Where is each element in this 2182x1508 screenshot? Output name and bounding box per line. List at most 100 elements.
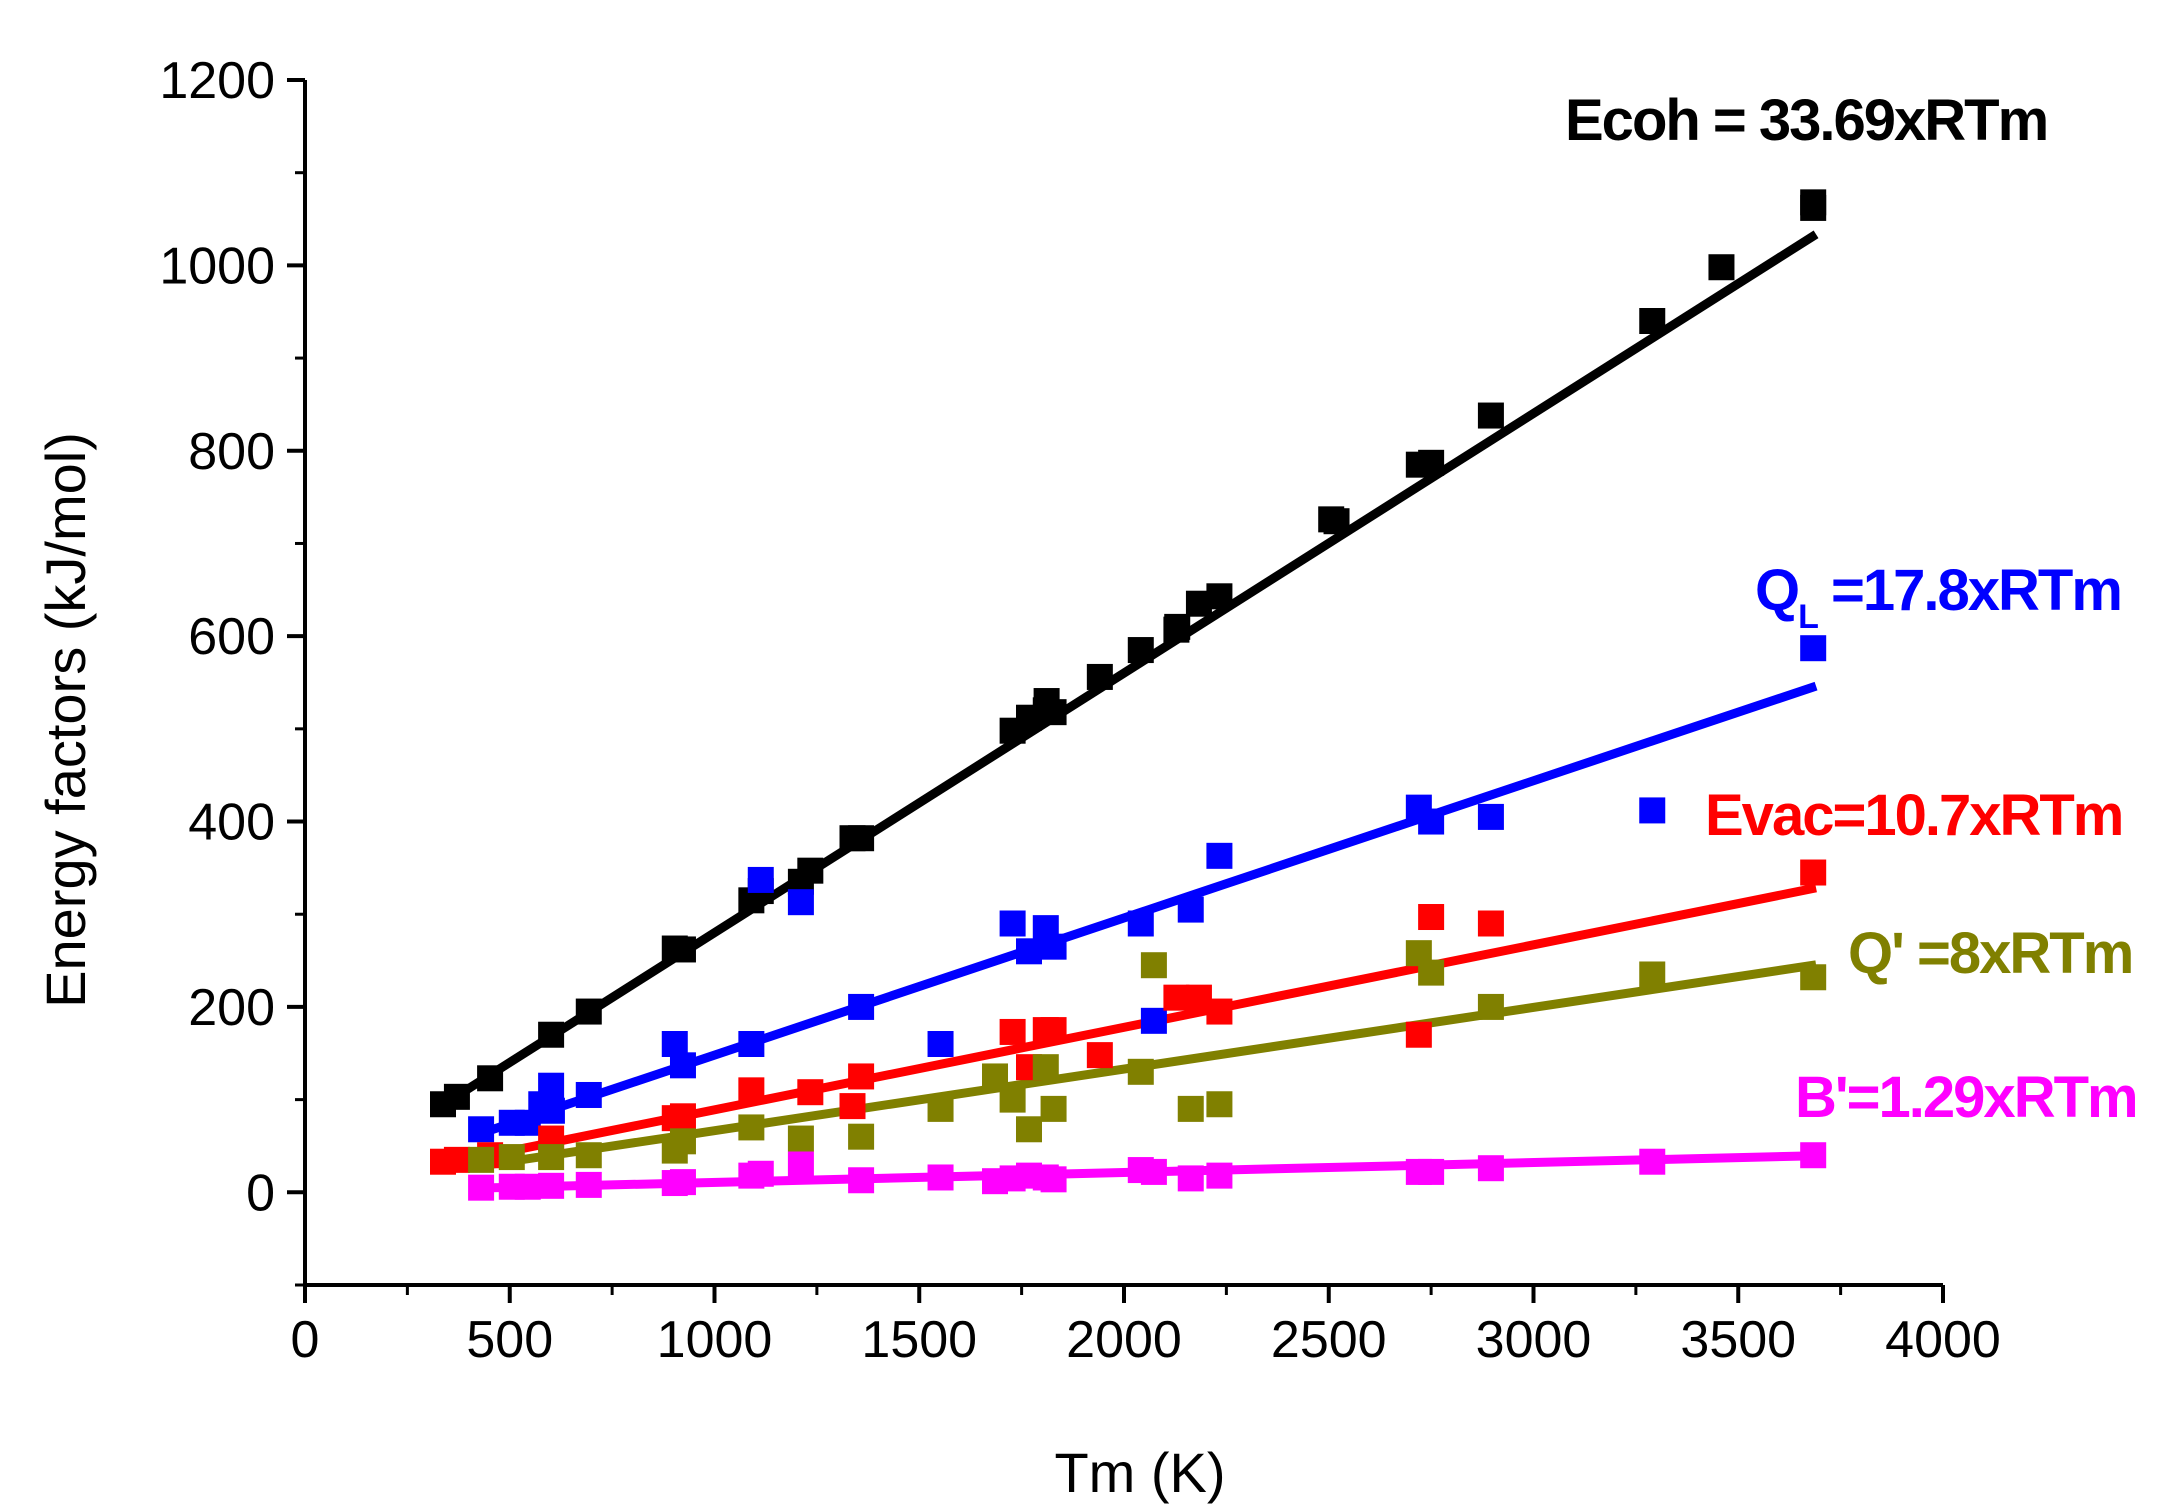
data-point-q xyxy=(1032,1054,1059,1081)
data-point-b xyxy=(514,1173,541,1200)
data-point-b xyxy=(1800,1142,1827,1169)
data-point-ql xyxy=(669,1052,696,1079)
x-tick-label: 0 xyxy=(291,1311,320,1369)
data-point-q xyxy=(538,1144,565,1171)
data-point-q xyxy=(468,1146,495,1173)
data-point-q xyxy=(927,1095,954,1122)
data-point-b xyxy=(927,1164,954,1191)
data-point-q xyxy=(575,1142,602,1169)
data-point-q xyxy=(1800,964,1827,991)
data-point-ql xyxy=(738,1031,765,1057)
annotation-ql: QL =17.8xRTm xyxy=(1755,558,2121,636)
data-point-ql xyxy=(787,889,814,916)
data-point-evac xyxy=(839,1093,866,1120)
annotation-evac: Evac=10.7xRTm xyxy=(1705,783,2122,848)
data-point-b xyxy=(848,1167,875,1194)
data-point-ql xyxy=(1477,803,1504,830)
data-point-evac xyxy=(1086,1042,1113,1069)
data-point-ql xyxy=(1800,635,1827,662)
annotation-b: B'=1.29xRTm xyxy=(1795,1065,2137,1130)
data-point-q xyxy=(1418,959,1445,986)
data-point-ecoh xyxy=(1639,308,1666,334)
data-point-ecoh xyxy=(1206,583,1233,610)
data-point-b xyxy=(1177,1165,1204,1192)
data-point-ecoh xyxy=(669,936,696,963)
data-point-ql xyxy=(1040,933,1067,960)
data-point-evac xyxy=(1477,910,1504,937)
data-point-ecoh xyxy=(1477,402,1504,429)
x-tick-label: 3000 xyxy=(1476,1311,1592,1369)
annotations: Ecoh = 33.69xRTm QL =17.8xRTm Evac=10.7xRT… xyxy=(1565,88,2139,1130)
data-point-q xyxy=(1140,952,1167,979)
data-point-q xyxy=(1477,993,1504,1020)
data-point-evac xyxy=(999,1018,1026,1045)
data-point-b xyxy=(538,1172,565,1199)
data-point-b xyxy=(1477,1155,1504,1182)
data-point-ecoh xyxy=(443,1083,470,1110)
y-tick-label: 1200 xyxy=(159,52,275,110)
data-point-q xyxy=(1177,1095,1204,1122)
data-point-q xyxy=(1127,1058,1154,1085)
annotation-ecoh: Ecoh = 33.69xRTm xyxy=(1565,88,2047,153)
data-point-ecoh xyxy=(1708,254,1735,281)
data-point-ql xyxy=(538,1072,565,1099)
data-point-evac xyxy=(443,1146,470,1173)
data-point-b xyxy=(747,1160,774,1187)
data-point-ecoh xyxy=(1164,613,1191,640)
data-point-q xyxy=(982,1063,1009,1090)
data-point-ecoh xyxy=(1418,449,1445,476)
data-point-ecoh xyxy=(1800,194,1827,221)
y-tick-label: 600 xyxy=(188,608,275,666)
data-point-evac xyxy=(1206,998,1233,1025)
data-point-q xyxy=(848,1123,875,1150)
data-point-q xyxy=(738,1114,765,1141)
x-tick-label: 500 xyxy=(466,1311,553,1369)
data-point-b xyxy=(1206,1162,1233,1189)
x-tick-label: 3500 xyxy=(1680,1311,1796,1369)
data-point-evac xyxy=(669,1103,696,1130)
data-point-ql xyxy=(1206,842,1233,869)
y-tick-label: 0 xyxy=(246,1164,275,1222)
data-point-ql xyxy=(747,866,774,893)
y-tick-label: 1000 xyxy=(159,237,275,295)
data-point-ecoh xyxy=(1323,508,1350,535)
data-point-q xyxy=(1040,1095,1067,1122)
data-point-evac xyxy=(797,1079,824,1106)
data-point-ql xyxy=(1015,938,1042,965)
y-tick-label: 200 xyxy=(188,979,275,1037)
data-point-ql xyxy=(468,1116,495,1143)
data-point-ecoh xyxy=(848,825,875,852)
data-point-ecoh xyxy=(1127,637,1154,664)
data-point-q xyxy=(669,1128,696,1155)
data-point-b xyxy=(1418,1158,1445,1185)
x-axis-label: Tm (K) xyxy=(1054,1441,1225,1504)
data-point-ql xyxy=(1418,808,1445,835)
annotation-q: Q' =8xRTm xyxy=(1848,921,2132,986)
data-point-ecoh xyxy=(575,998,602,1025)
data-point-evac xyxy=(1163,984,1190,1011)
data-point-ql xyxy=(575,1081,602,1108)
data-point-ql xyxy=(999,910,1026,937)
fit-line-ql xyxy=(479,681,1818,1138)
data-point-b xyxy=(787,1151,814,1178)
data-point-evac xyxy=(738,1077,765,1104)
data-point-evac xyxy=(1800,859,1827,886)
axes: 0 500 1000 1500 2000 2500 3000 3500 4000 0 200 400 6… xyxy=(159,52,2001,1369)
data-point-q xyxy=(498,1144,525,1171)
data-point-b xyxy=(575,1171,602,1198)
data-point-ql xyxy=(848,993,875,1020)
data-point-ecoh xyxy=(797,857,824,884)
data-point-q xyxy=(787,1125,814,1152)
data-point-ql xyxy=(1127,910,1154,937)
y-axis-label: Energy factors (kJ/mol) xyxy=(34,432,97,1008)
data-point-evac xyxy=(1405,1021,1432,1048)
data-point-ecoh xyxy=(1040,699,1067,726)
data-point-ql xyxy=(538,1097,565,1124)
data-point-b xyxy=(468,1174,495,1201)
data-point-q xyxy=(1206,1091,1233,1118)
x-tick-label: 2000 xyxy=(1066,1311,1182,1369)
fit-lines xyxy=(437,230,1819,1193)
data-point-evac xyxy=(1418,904,1445,931)
data-point-ql xyxy=(1140,1007,1167,1034)
